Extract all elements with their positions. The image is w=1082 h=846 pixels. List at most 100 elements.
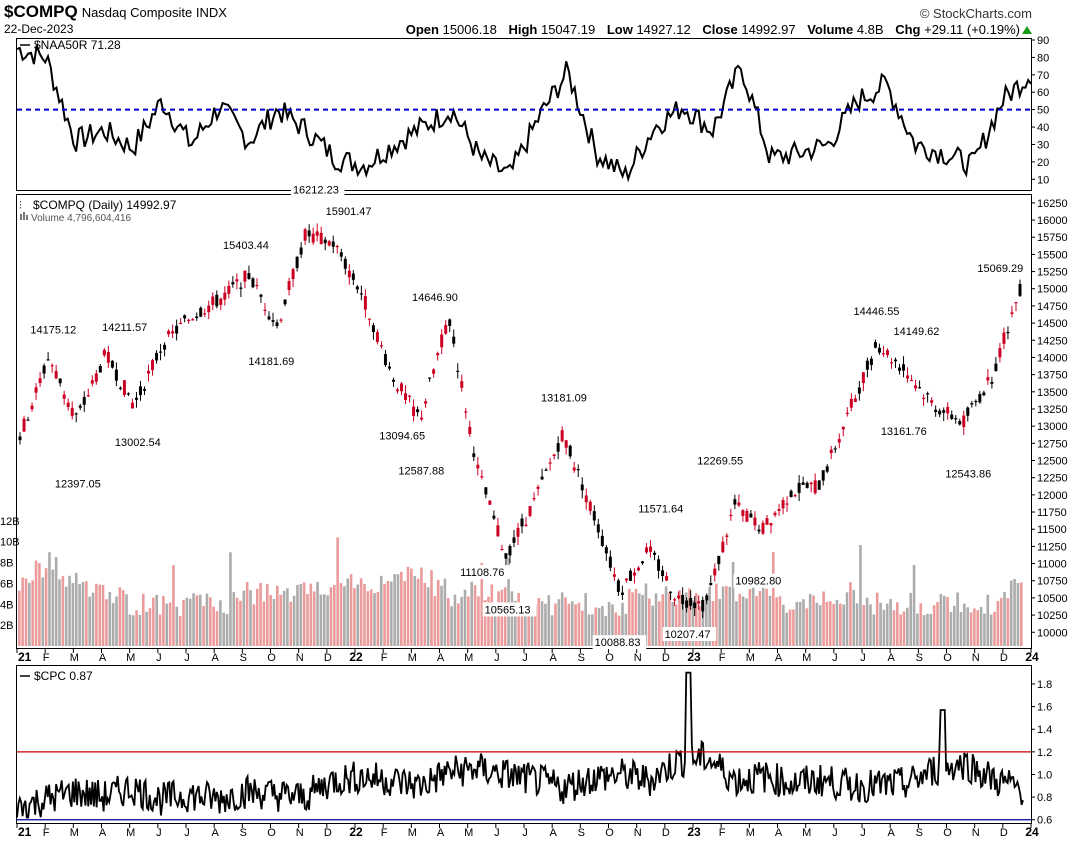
volume-bar <box>564 597 567 646</box>
volume-bar <box>929 614 933 646</box>
volume-bar <box>178 616 182 646</box>
price-candle <box>295 256 299 269</box>
volume-legend-icon <box>20 214 22 220</box>
volume-bar <box>396 574 400 646</box>
annotation-label: 14149.62 <box>894 326 940 338</box>
cpc-xtick-label: N <box>296 827 304 839</box>
volume-bar <box>822 591 825 646</box>
quote-line: Open 15006.18 High 15047.19 Low 14927.12… <box>406 22 1028 37</box>
volume-bar <box>28 582 31 646</box>
cpc-line <box>16 671 1024 819</box>
volume-bar <box>71 583 75 646</box>
volume-bar <box>999 597 1003 646</box>
volume-bar <box>557 599 561 646</box>
cpc-xtick-label: N <box>634 827 642 839</box>
price-candle <box>922 397 926 399</box>
volume-bar <box>373 593 376 646</box>
price-candle <box>440 334 444 348</box>
price-candle <box>962 415 966 428</box>
stockcharts-credit[interactable]: © StockCharts.com <box>919 6 1032 21</box>
price-candle <box>476 464 480 469</box>
price-candle <box>351 273 355 280</box>
volume-bar <box>828 601 832 646</box>
price-candle <box>1002 332 1006 344</box>
price-candle <box>640 561 644 564</box>
volume-bar <box>798 601 802 646</box>
naa50r-panel <box>16 38 1032 191</box>
price-candle <box>275 322 279 327</box>
volume-bar <box>859 544 862 646</box>
volume-bar <box>963 603 966 646</box>
price-candle <box>701 599 705 612</box>
annotation-label: 10207.47 <box>665 629 711 641</box>
volume-ytick-label: 12B <box>0 516 20 528</box>
cpc-plot <box>16 671 1031 821</box>
price-candle <box>853 398 857 402</box>
price-candle <box>303 229 307 241</box>
price-candle <box>841 426 845 430</box>
cpc-xtick-label: 22 <box>349 825 363 839</box>
cpc-ytick-label: 1.0 <box>1037 769 1052 781</box>
price-candle <box>657 559 661 571</box>
price-candle <box>480 476 484 478</box>
price-candle <box>918 387 922 389</box>
volume-bar <box>185 597 189 646</box>
volume-bar <box>741 596 745 646</box>
price-candle <box>175 325 179 334</box>
volume-bar <box>772 552 775 646</box>
price-candle <box>797 482 801 493</box>
price-xtick-label: J <box>156 652 162 664</box>
volume-bar <box>949 612 953 646</box>
volume-bar <box>641 594 644 646</box>
price-candle <box>677 595 681 599</box>
cpc-xtick-label: J <box>860 827 866 839</box>
price-candle <box>227 285 231 294</box>
volume-bar <box>376 592 380 646</box>
volume-bar <box>885 603 889 646</box>
price-candle <box>163 344 167 350</box>
volume-bar <box>282 590 286 646</box>
volume-bar <box>855 603 859 646</box>
volume-bar <box>249 590 252 646</box>
naa50r-plot <box>16 45 1032 183</box>
price-candle <box>1006 331 1010 334</box>
price-ytick-label: 13500 <box>1037 387 1068 399</box>
price-candle <box>207 305 211 313</box>
volume-bar <box>952 605 956 646</box>
volume-bar <box>205 593 209 646</box>
volume-bar <box>406 566 410 646</box>
cpc-xtick-label: M <box>802 827 811 839</box>
volume-bar <box>627 588 631 646</box>
volume-bar <box>513 600 517 646</box>
cpc-xtick-label: O <box>267 827 276 839</box>
volume-bar <box>795 601 799 646</box>
volume-bar <box>289 601 293 646</box>
annotation-box <box>458 565 512 580</box>
annotation-box <box>246 353 301 368</box>
price-candle <box>689 597 693 606</box>
price-xtick-label: 21 <box>18 650 32 664</box>
price-candle <box>733 499 737 505</box>
cpc-xtick-label: S <box>240 827 247 839</box>
volume-bar <box>192 593 195 646</box>
price-candle <box>978 393 982 403</box>
annotation-box <box>636 501 690 516</box>
price-ytick-label: 12250 <box>1037 473 1068 485</box>
annotation-box <box>290 182 345 197</box>
cpc-xtick-label: A <box>99 827 107 839</box>
annotation-box <box>878 424 933 439</box>
cpc-panel <box>16 665 1032 824</box>
price-candle <box>616 580 620 592</box>
volume-bar <box>272 598 276 646</box>
volume-bar <box>259 582 262 646</box>
volume-bar <box>1016 583 1020 646</box>
price-ytick-label: 15000 <box>1037 284 1068 296</box>
annotation-label: 15901.47 <box>326 206 372 218</box>
volume-bar <box>457 603 460 646</box>
volume-bar <box>188 598 192 646</box>
volume-bar <box>296 584 299 646</box>
volume-bar <box>611 604 614 646</box>
volume-bar <box>946 597 949 646</box>
price-candle <box>114 369 118 381</box>
volume-bar <box>547 595 551 646</box>
